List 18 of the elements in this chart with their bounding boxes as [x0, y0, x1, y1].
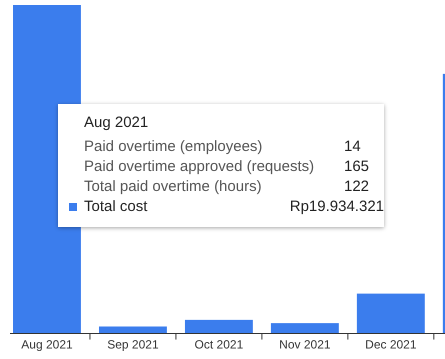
bar [98, 326, 167, 333]
annotation: Aug 2021 [83, 114, 150, 133]
annotation: 122 [344, 177, 370, 197]
annotation: Total cost [84, 197, 148, 217]
annotation: Total paid overtime (hours) [84, 177, 263, 197]
annotation: Paid overtime approved (requests) [84, 157, 316, 177]
annotation: Paid overtime (employees) [84, 137, 264, 157]
x-tick-label: Sep 2021 [107, 337, 159, 352]
bar [184, 320, 253, 333]
annotation: 165 [344, 157, 370, 177]
annotation: 14 [344, 137, 361, 157]
x-tick-label: Nov 2021 [279, 337, 331, 352]
bar [270, 323, 339, 333]
x-tick-label: Oct 2021 [194, 337, 244, 352]
annotation: Rp19.934.321 [290, 197, 384, 217]
x-tick-label: Aug 2021 [21, 337, 73, 352]
bar [356, 294, 425, 333]
x-tick-label: Dec 2021 [365, 337, 417, 352]
